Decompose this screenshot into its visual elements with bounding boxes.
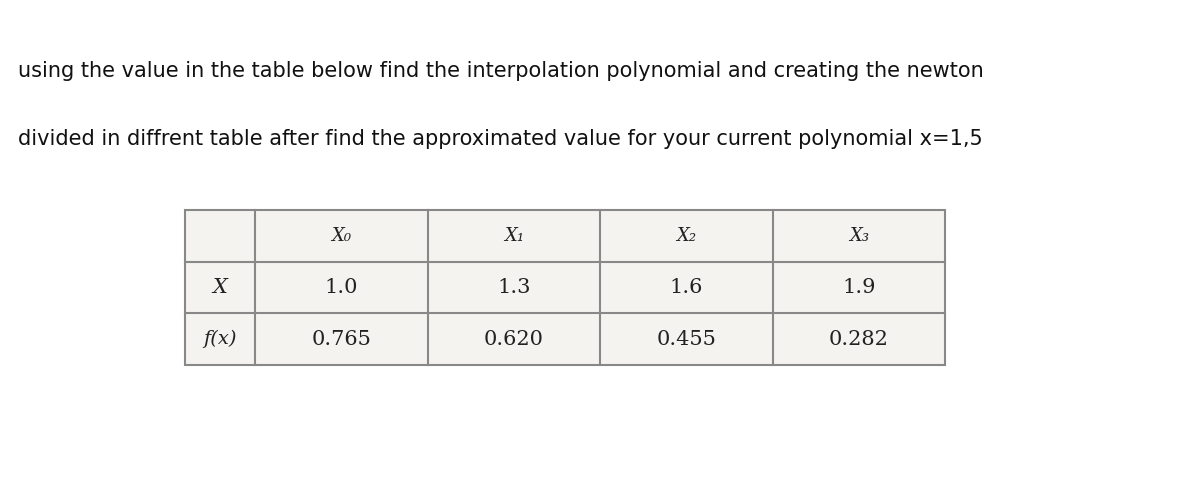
Text: divided in diffrent table after find the approximated value for your current pol: divided in diffrent table after find the…: [18, 129, 983, 149]
Text: 1.9: 1.9: [842, 278, 876, 297]
Text: 1.0: 1.0: [324, 278, 358, 297]
Text: 0.282: 0.282: [829, 330, 889, 349]
Text: 0.620: 0.620: [484, 330, 544, 349]
Text: using the value in the table below find the interpolation polynomial and creatin: using the value in the table below find …: [18, 61, 984, 81]
Text: 1.3: 1.3: [497, 278, 530, 297]
Bar: [185, 210, 946, 365]
Text: 1.6: 1.6: [670, 278, 703, 297]
Text: ↻: ↻: [578, 176, 596, 196]
Text: X₃: X₃: [848, 227, 869, 245]
Text: ↺: ↺: [532, 176, 550, 196]
Text: X₀: X₀: [331, 227, 352, 245]
Bar: [185, 210, 946, 365]
Text: 0.455: 0.455: [656, 330, 716, 349]
Text: f(x): f(x): [203, 330, 236, 348]
Text: X₁: X₁: [504, 227, 524, 245]
Text: 0.765: 0.765: [311, 330, 371, 349]
Text: X: X: [212, 278, 228, 297]
Text: X₂: X₂: [676, 227, 696, 245]
